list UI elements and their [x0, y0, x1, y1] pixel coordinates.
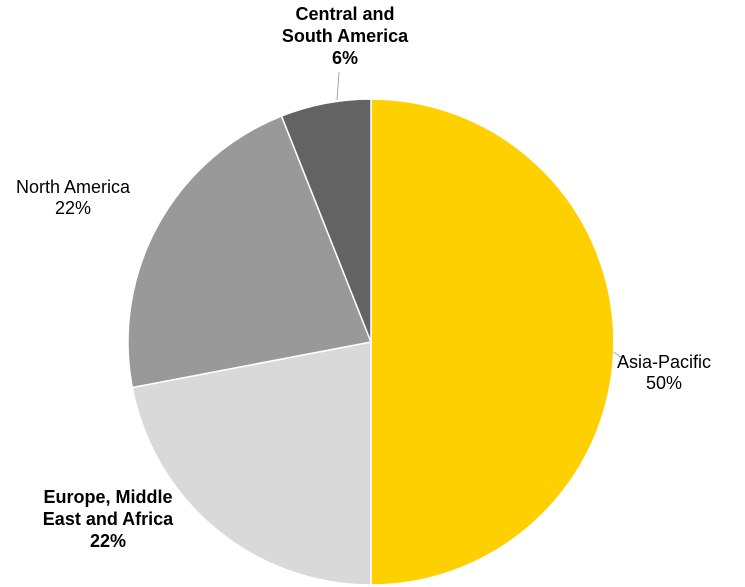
data-label-asia-pacific: Asia-Pacific 50% [617, 352, 711, 393]
pie-slice-asia-pacific [370, 98, 615, 586]
data-label-line: 6% [332, 48, 358, 68]
pie-slice-europe-middle-east-and-africa [131, 341, 372, 586]
data-label-line: 50% [646, 373, 682, 393]
data-label-north-america: North America 22% [16, 177, 131, 218]
data-label-line: Asia-Pacific [617, 352, 711, 372]
leader-lines [336, 71, 623, 359]
data-label-line: East and Africa [43, 509, 174, 529]
data-label-line: North America [16, 177, 131, 197]
data-label-line: 22% [90, 531, 126, 551]
data-label-line: Europe, Middle [43, 487, 172, 507]
pie-slices [127, 98, 615, 586]
data-label-line: 22% [55, 198, 91, 218]
leader-line [613, 351, 623, 359]
data-label-line: South America [282, 26, 409, 46]
data-labels: Asia-Pacific 50% Europe, Middle East and Af… [16, 4, 711, 551]
data-label-central-and-south-america: Central and South America 6% [282, 4, 409, 68]
pie-slice-north-america [127, 115, 373, 389]
pie-slice-central-and-south-america [280, 98, 372, 343]
data-label-europe-middle-east-and-africa: Europe, Middle East and Africa 22% [43, 487, 174, 551]
data-label-line: Central and [295, 4, 394, 24]
leader-line [336, 71, 340, 101]
